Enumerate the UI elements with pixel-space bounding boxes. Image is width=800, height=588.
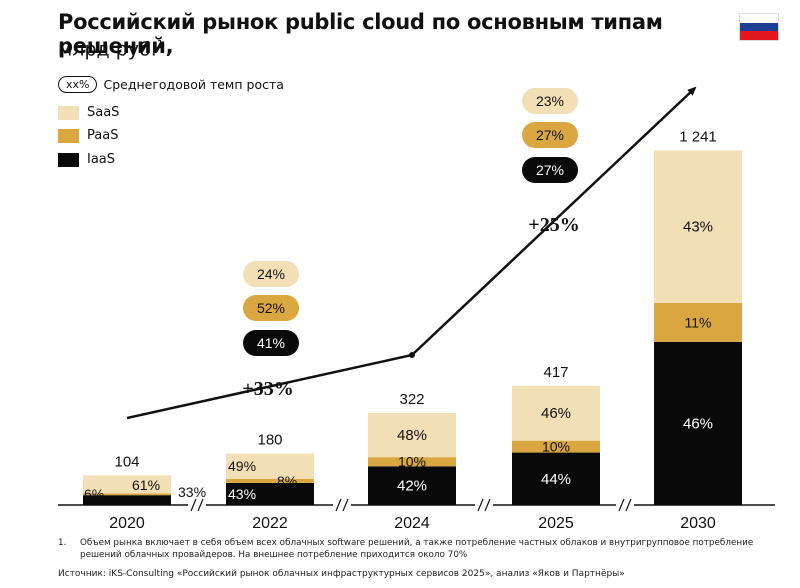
cagr-saas-period-1-pill — [243, 261, 299, 287]
cagr-saas-period-2-label: 23% — [536, 93, 564, 109]
category-label-2030: 2030 — [680, 515, 716, 532]
data-label-paas-2025: 10% — [542, 439, 570, 455]
category-label-2024: 2024 — [394, 515, 430, 532]
cagr-saas-period-1-label: 24% — [257, 266, 285, 282]
bar-iaas-2022 — [226, 482, 314, 505]
axis-break-mark — [618, 498, 625, 512]
bar-saas-2024 — [368, 412, 456, 458]
cagr-label-period-2: +25% — [528, 214, 579, 236]
total-label-2025: 417 — [543, 364, 568, 381]
bar-paas-2022 — [226, 478, 314, 483]
bar-iaas-2024 — [368, 466, 456, 505]
legend-item-paas: PaaS — [58, 128, 118, 143]
legend-growth-label: Среднегодовой темп роста — [103, 77, 284, 92]
cagr-paas-period-1-label: 52% — [257, 300, 285, 316]
axis-break-mark — [477, 498, 484, 512]
bar-paas-2024 — [368, 457, 456, 467]
bar-paas-2020 — [83, 493, 171, 496]
subtitle-text: млрд руб. — [58, 38, 157, 61]
axis-break-mark — [342, 498, 349, 512]
legend-growth-rate: xx% Среднегодовой темп роста — [58, 76, 284, 93]
total-label-2020: 104 — [114, 453, 139, 470]
data-label-iaas-2020: 33% — [178, 484, 206, 500]
bar-iaas-2020 — [83, 495, 171, 505]
bar-paas-2030 — [654, 302, 742, 342]
bar-saas-2025 — [512, 385, 600, 441]
legend-growth-pill: xx% — [58, 76, 98, 93]
footnote-number: 1. — [58, 538, 67, 548]
legend-label-iaas: IaaS — [87, 152, 116, 167]
legend-label-saas: SaaS — [87, 105, 120, 120]
russia-flag-icon — [739, 13, 779, 41]
data-label-iaas-2030: 46% — [683, 415, 713, 432]
cagr-label-period-1: +33% — [242, 378, 293, 400]
cagr-iaas-period-2-label: 27% — [536, 162, 564, 178]
data-label-iaas-2024: 42% — [397, 478, 427, 495]
bar-saas-2022 — [226, 453, 314, 479]
axis-break-mark — [484, 498, 491, 512]
cagr-paas-period-1-pill — [243, 295, 299, 321]
data-label-saas-2030: 43% — [683, 219, 713, 236]
legend-item-iaas: IaaS — [58, 152, 115, 167]
data-label-iaas-2022: 43% — [228, 486, 256, 502]
data-label-iaas-2025: 44% — [541, 471, 571, 488]
cagr-iaas-period-2-pill — [522, 157, 578, 183]
data-label-paas-2020: 6% — [84, 486, 104, 502]
legend-label-paas: PaaS — [87, 128, 119, 143]
data-label-paas-2022: 8% — [277, 473, 297, 489]
axis-break-mark — [197, 498, 204, 512]
bar-paas-2025 — [512, 440, 600, 453]
legend-swatch-saas — [58, 105, 79, 120]
total-label-2030: 1 241 — [679, 128, 717, 145]
chart-title: Российский рынок public cloud по основны… — [58, 10, 663, 58]
cagr-saas-period-2-pill — [522, 88, 578, 114]
footnote-text: Объем рынка включает в себя объем всех о… — [80, 538, 754, 560]
data-label-saas-2024: 48% — [397, 427, 427, 444]
axis-break-mark — [335, 498, 342, 512]
legend-swatch-paas — [58, 128, 79, 143]
axis-break-mark — [190, 498, 197, 512]
total-label-2024: 322 — [399, 391, 424, 408]
bar-iaas-2030 — [654, 341, 742, 505]
axis-break-mark — [625, 498, 632, 512]
data-label-paas-2030: 11% — [685, 314, 712, 330]
source-note: Источник: iKS-Consulting «Российский рын… — [58, 569, 625, 579]
footnote-marker: 1 — [156, 38, 164, 51]
flag-stripe-white — [740, 14, 778, 23]
category-label-2020: 2020 — [109, 515, 145, 532]
growth-arrow-joint — [409, 352, 415, 358]
bar-saas-2020 — [83, 475, 171, 494]
data-label-saas-2020: 61% — [132, 477, 160, 493]
bar-saas-2030 — [654, 150, 742, 303]
category-label-2022: 2022 — [252, 515, 288, 532]
cagr-paas-period-2-label: 27% — [536, 127, 564, 143]
flag-stripe-blue — [740, 22, 778, 32]
legend-item-saas: SaaS — [58, 105, 119, 120]
cagr-iaas-period-1-pill — [243, 330, 299, 356]
bar-iaas-2025 — [512, 452, 600, 505]
cagr-iaas-period-1-label: 41% — [257, 335, 285, 351]
chart-subtitle: млрд руб.1 — [58, 38, 164, 60]
data-label-paas-2024: 10% — [398, 454, 426, 470]
growth-arrow — [126, 86, 697, 420]
flag-stripe-red — [740, 31, 778, 40]
data-label-saas-2025: 46% — [541, 405, 571, 422]
total-label-2022: 180 — [257, 432, 282, 449]
legend-swatch-iaas — [58, 152, 79, 167]
cagr-paas-period-2-pill — [522, 122, 578, 148]
category-label-2025: 2025 — [538, 515, 574, 532]
data-label-saas-2022: 49% — [228, 458, 256, 474]
footnote: 1. Объем рынка включает в себя объем все… — [58, 537, 778, 561]
